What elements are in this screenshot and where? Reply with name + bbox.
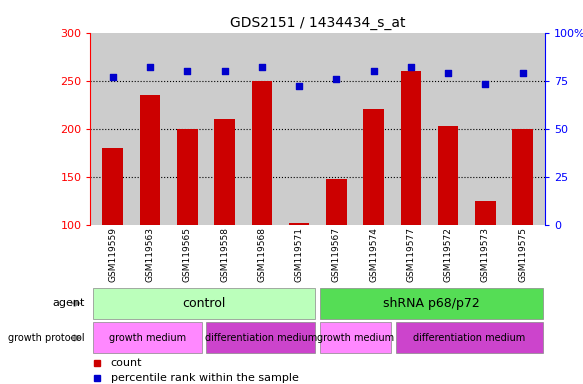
Bar [475, 201, 496, 225]
Bar [140, 95, 160, 225]
Text: GSM119567: GSM119567 [332, 227, 341, 282]
Text: GSM119559: GSM119559 [108, 227, 117, 282]
Point [220, 68, 229, 74]
Text: control: control [182, 297, 226, 310]
Point [369, 68, 378, 74]
Bar [215, 119, 235, 225]
Text: GSM119563: GSM119563 [146, 227, 154, 282]
Text: GSM119577: GSM119577 [406, 227, 416, 282]
Point [332, 76, 341, 82]
Point [145, 64, 154, 70]
Text: percentile rank within the sample: percentile rank within the sample [111, 372, 298, 383]
Bar [363, 109, 384, 225]
Text: GSM119565: GSM119565 [183, 227, 192, 282]
Bar [438, 126, 458, 225]
Text: GSM119568: GSM119568 [257, 227, 266, 282]
Text: shRNA p68/p72: shRNA p68/p72 [383, 297, 480, 310]
Bar [93, 323, 202, 353]
Bar [252, 81, 272, 225]
Bar [206, 323, 315, 353]
Text: GSM119575: GSM119575 [518, 227, 527, 282]
Text: differentiation medium: differentiation medium [205, 333, 317, 343]
Point [257, 64, 266, 70]
Point [406, 64, 416, 70]
Bar [289, 223, 310, 225]
Bar [103, 148, 123, 225]
Text: GSM119558: GSM119558 [220, 227, 229, 282]
Text: GSM119572: GSM119572 [444, 227, 452, 282]
Point [108, 74, 117, 80]
Bar [401, 71, 421, 225]
Point [444, 70, 453, 76]
Title: GDS2151 / 1434434_s_at: GDS2151 / 1434434_s_at [230, 16, 406, 30]
Text: GSM119573: GSM119573 [481, 227, 490, 282]
Point [182, 68, 192, 74]
Bar [396, 323, 543, 353]
Text: growth medium: growth medium [108, 333, 186, 343]
Text: differentiation medium: differentiation medium [413, 333, 525, 343]
Point [518, 70, 528, 76]
Text: count: count [111, 358, 142, 368]
Text: growth medium: growth medium [317, 333, 394, 343]
Bar [177, 129, 198, 225]
Bar [320, 323, 391, 353]
Bar [326, 179, 347, 225]
Bar [93, 288, 315, 319]
Point [481, 81, 490, 88]
Point [294, 83, 304, 89]
Text: GSM119571: GSM119571 [294, 227, 304, 282]
Text: GSM119574: GSM119574 [369, 227, 378, 282]
Bar [512, 129, 533, 225]
Text: growth protocol: growth protocol [8, 333, 85, 343]
Text: agent: agent [52, 298, 85, 308]
Bar [320, 288, 543, 319]
